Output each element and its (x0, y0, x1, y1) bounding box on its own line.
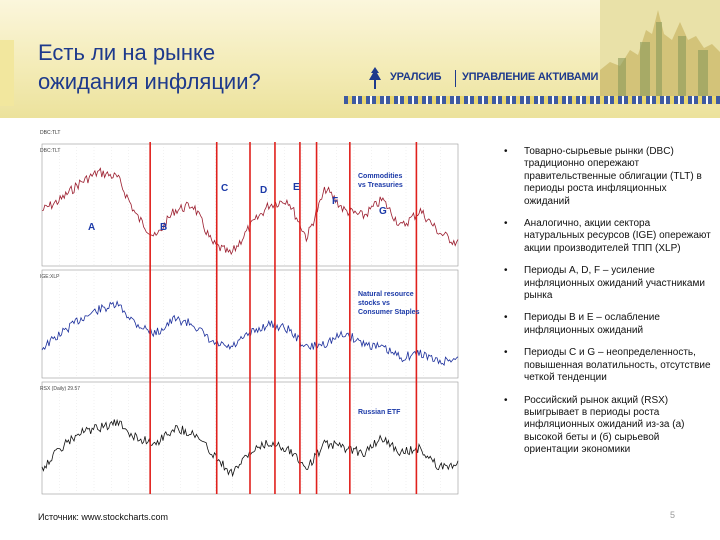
title-line-2: ожидания инфляции? (38, 69, 261, 94)
chart-caption: DBC:TLT (40, 130, 61, 136)
panel-label-top: DBC:TLT (40, 148, 61, 154)
page-number: 5 (670, 510, 676, 520)
panel-label-bottom: RSX (Daily) 29.57 (40, 386, 81, 392)
annotation-natural-resource: Natural resource stocks vs Consumer Stap… (358, 291, 420, 316)
period-letter-e: E (293, 182, 300, 193)
bullet-item: Периоды B и E – ослабление инфляционных … (496, 312, 712, 337)
period-letter-d: D (260, 185, 268, 196)
period-letter-b: B (160, 222, 168, 233)
bullet-item: Аналогично, акции сектора натуральных ре… (496, 218, 712, 255)
panel-label-middle: IGE:XLP (40, 274, 60, 280)
logo-divider (455, 70, 456, 87)
period-letter-c: C (221, 183, 229, 194)
source-note: Источник: www.stockcharts.com (38, 512, 168, 522)
annotation-russian-etf: Russian ETF (358, 409, 401, 416)
company-logo: УРАЛСИБ УПРАВЛЕНИЕ АКТИВАМИ (364, 66, 614, 92)
slide-title: Есть ли на рынке ожидания инфляции? (38, 38, 328, 96)
bullet-item: Периоды C и G – неопределенность, повыше… (496, 347, 712, 384)
period-letter-g: G (379, 206, 387, 217)
annotation-commodities: Commodities vs Treasuries (358, 173, 403, 189)
title-line-1: Есть ли на рынке (38, 40, 216, 65)
logo-emblem-icon (369, 67, 381, 89)
bullet-item: Российский рынок акций (RSX) выигрывает … (496, 395, 712, 457)
period-letter-f: F (332, 196, 339, 207)
stockcharts-image: DBC:TLT DBC:TLT IGE:XLP RSX (Daily) 29.5… (38, 126, 470, 498)
city-skyline-image (600, 0, 720, 96)
decorative-stripe (344, 96, 720, 104)
logo-subtitle: УПРАВЛЕНИЕ АКТИВАМИ (462, 71, 599, 83)
period-letter-a: A (88, 222, 96, 233)
bullet-item: Периоды A, D, F – усиление инфляционных … (496, 265, 712, 302)
bullet-list: Товарно-сырьевые рынки (DBC) традиционно… (496, 146, 712, 467)
logo-brand: УРАЛСИБ (390, 71, 442, 83)
bullet-item: Товарно-сырьевые рынки (DBC) традиционно… (496, 146, 712, 208)
chart-plot (41, 142, 459, 495)
header-accent (0, 40, 14, 106)
